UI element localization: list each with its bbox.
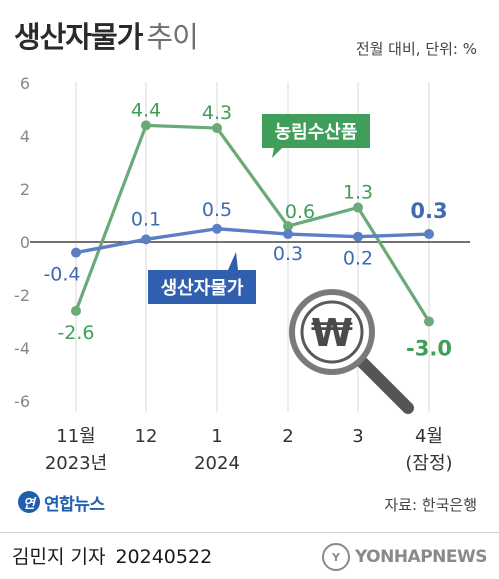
y-tick-label: -2: [14, 286, 30, 305]
yonhap-logo-text: 연합뉴스: [44, 494, 105, 515]
series-name-ppi: 생산자물가: [161, 278, 244, 299]
y-tick-label: 4: [20, 127, 30, 146]
series-line-ppi: [75, 227, 430, 255]
publish-date: 20240522: [115, 546, 213, 568]
x-tick-label: 2: [282, 426, 293, 447]
data-label-agri: -3.0: [406, 337, 452, 361]
x-tick-label: 2023년: [45, 453, 107, 474]
source-label: 자료: 한국은행: [384, 496, 477, 514]
data-label-agri: 4.4: [131, 99, 161, 121]
series-callout-ppi-box: [148, 252, 256, 304]
data-label-agri: 4.3: [202, 102, 232, 124]
x-tick-label: 4월: [415, 426, 443, 447]
y-tick-label: 0: [20, 233, 30, 252]
series-point-agri: [424, 316, 434, 327]
reporter-name: 김민지 기자: [12, 546, 106, 568]
data-label-ppi: 0.2: [343, 248, 373, 270]
series-point-agri: [353, 202, 363, 213]
data-label-ppi: 0.5: [202, 199, 232, 221]
series-point-ppi: [141, 234, 151, 245]
series-name-agri: 농림수산품: [275, 122, 358, 143]
byline: 김민지 기자 20240522: [12, 542, 212, 569]
series-point-agri: [283, 221, 293, 232]
series-point-ppi: [353, 231, 363, 242]
line-chart: 6 4 2 0 -2 -4 -6 11월 2023년 12 1 2024 2 3 4월 (잠정) -2.6 4.4…: [14, 74, 470, 474]
y-tick-label: -4: [14, 339, 30, 358]
yonhap-logo-mark-icon: 연: [18, 491, 40, 513]
x-tick-label: 11월: [56, 426, 95, 447]
y-tick-label: -6: [14, 392, 30, 411]
series-point-agri: [71, 305, 81, 316]
series-point-ppi: [71, 247, 81, 258]
series-line-agri: [74, 123, 431, 323]
series-point-ppi: [212, 223, 222, 234]
chart-title: 생산자물가 추이: [14, 14, 199, 56]
data-label-ppi: -0.4: [43, 264, 80, 286]
footer-bar: [0, 532, 499, 579]
series-callout-agri-box: [262, 114, 370, 158]
data-label-agri: 0.6: [285, 201, 315, 223]
agency-name: YONHAPNEWS: [354, 547, 488, 567]
x-tick-label: 3: [352, 426, 363, 447]
agency-watermark: Y YONHAPNEWS: [321, 543, 488, 571]
unit-label: 전월 대비, 단위: %: [355, 40, 477, 58]
series-point-ppi: [424, 229, 434, 240]
won-magnifier-icon: ₩: [289, 289, 414, 414]
series-point-ppi: [283, 229, 293, 240]
title-light: 추이: [146, 20, 198, 54]
x-tick-label: 12: [135, 426, 158, 447]
series-point-agri: [212, 123, 222, 134]
y-tick-label: 2: [20, 180, 30, 199]
data-label-agri: -2.6: [57, 322, 94, 344]
data-label-ppi: 0.3: [410, 199, 447, 223]
data-label-ppi: 0.1: [131, 208, 161, 230]
x-tick-label: 1: [211, 426, 222, 447]
title-bold: 생산자물가: [14, 20, 143, 54]
y-tick-label: 6: [20, 74, 30, 93]
agency-seal-icon: Y: [321, 543, 350, 571]
data-label-agri: 1.3: [343, 182, 373, 204]
svg-text:₩: ₩: [311, 311, 353, 355]
x-tick-label: (잠정): [405, 453, 452, 474]
x-tick-label: 2024: [194, 453, 240, 474]
series-point-agri: [141, 120, 151, 131]
yonhap-logo: 연 연합뉴스: [18, 488, 105, 516]
data-label-ppi: 0.3: [273, 243, 303, 265]
